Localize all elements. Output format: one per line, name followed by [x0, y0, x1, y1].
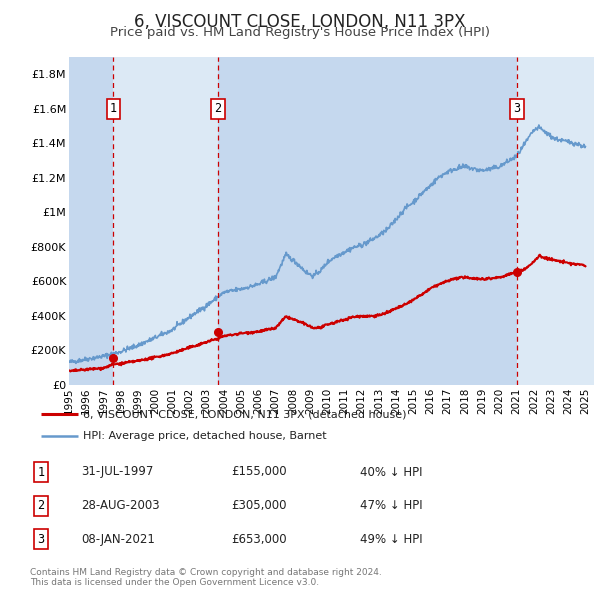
Text: 08-JAN-2021: 08-JAN-2021 [81, 533, 155, 546]
Text: 47% ↓ HPI: 47% ↓ HPI [360, 499, 422, 512]
Text: 2: 2 [37, 499, 44, 512]
Text: Price paid vs. HM Land Registry's House Price Index (HPI): Price paid vs. HM Land Registry's House … [110, 26, 490, 39]
Text: £653,000: £653,000 [231, 533, 287, 546]
Text: 2: 2 [215, 103, 221, 116]
Bar [517, 57, 594, 385]
Bar [218, 57, 517, 385]
Text: £305,000: £305,000 [231, 499, 287, 512]
Text: 6, VISCOUNT CLOSE, LONDON, N11 3PX (detached house): 6, VISCOUNT CLOSE, LONDON, N11 3PX (deta… [83, 409, 406, 419]
Text: 28-AUG-2003: 28-AUG-2003 [81, 499, 160, 512]
Text: 31-JUL-1997: 31-JUL-1997 [81, 466, 154, 478]
Text: 3: 3 [514, 103, 520, 116]
Bar [69, 57, 113, 385]
Text: 1: 1 [37, 466, 44, 478]
Text: 3: 3 [37, 533, 44, 546]
Text: 6, VISCOUNT CLOSE, LONDON, N11 3PX: 6, VISCOUNT CLOSE, LONDON, N11 3PX [134, 13, 466, 31]
Text: 49% ↓ HPI: 49% ↓ HPI [360, 533, 422, 546]
Text: 1: 1 [110, 103, 117, 116]
Text: HPI: Average price, detached house, Barnet: HPI: Average price, detached house, Barn… [83, 431, 326, 441]
Bar [113, 57, 218, 385]
Text: 40% ↓ HPI: 40% ↓ HPI [360, 466, 422, 478]
Text: £155,000: £155,000 [231, 466, 287, 478]
Text: Contains HM Land Registry data © Crown copyright and database right 2024.
This d: Contains HM Land Registry data © Crown c… [30, 568, 382, 587]
